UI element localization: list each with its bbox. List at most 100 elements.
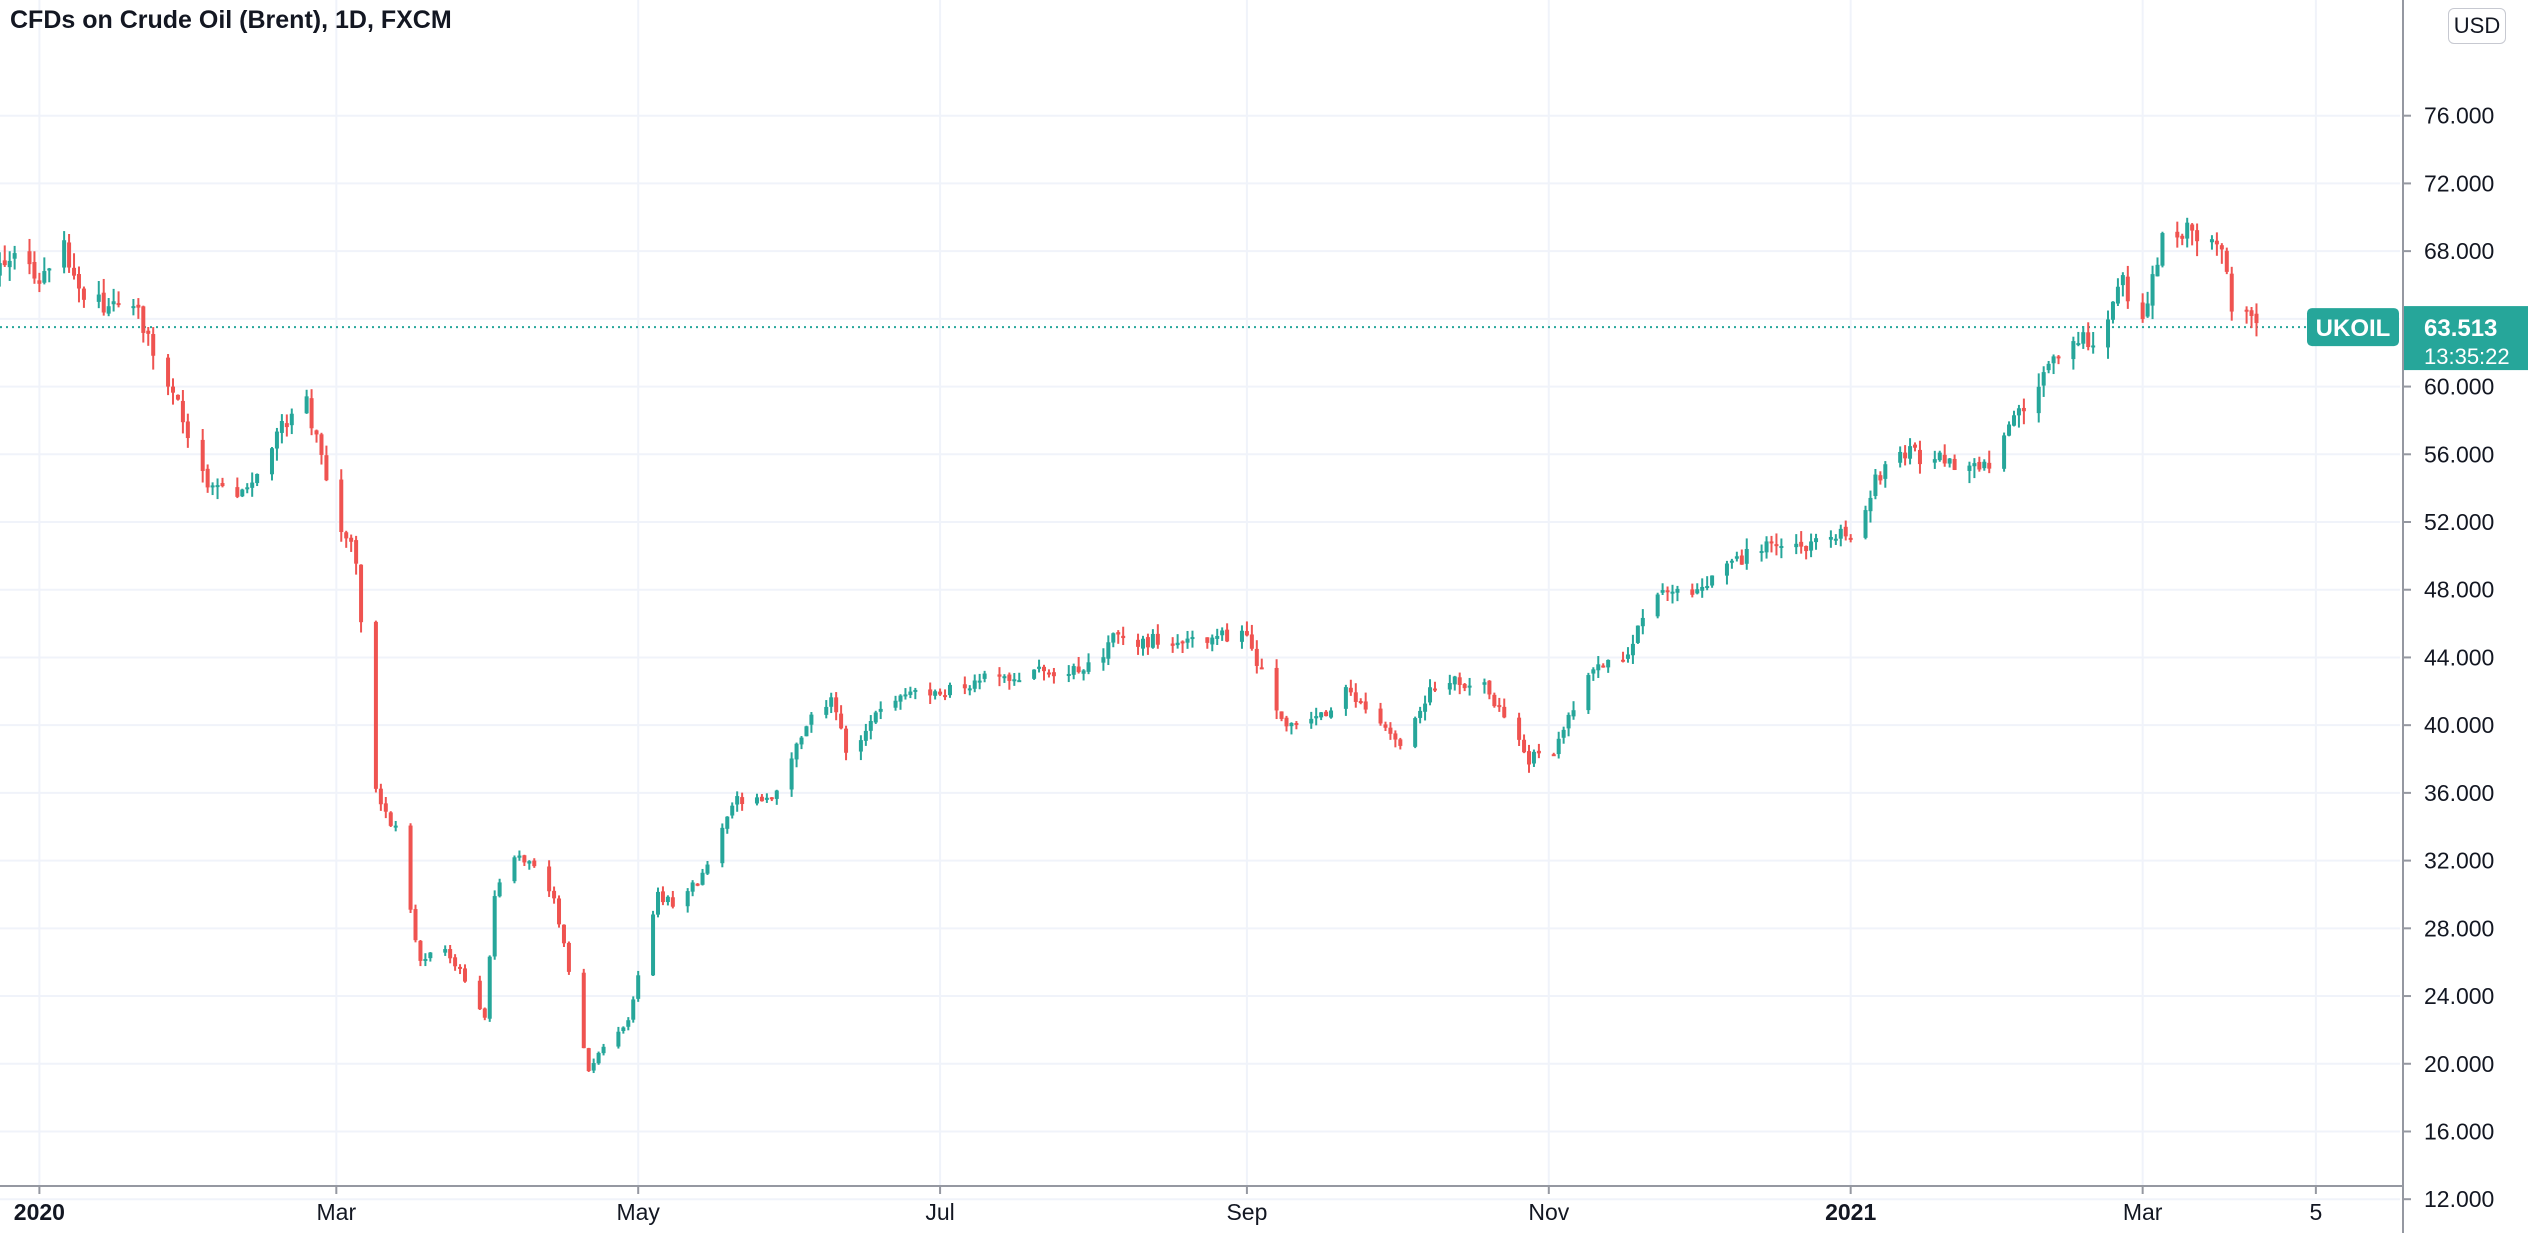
candle[interactable] [933,689,938,700]
candle[interactable] [1145,633,1150,655]
candle[interactable] [96,281,101,309]
candle[interactable] [349,534,354,552]
time-tick-label[interactable]: Sep [1226,1199,1267,1225]
candle[interactable] [695,883,700,887]
candle[interactable] [279,414,284,444]
candle[interactable] [131,298,136,316]
candle[interactable] [1700,578,1705,598]
price-tick-label[interactable]: 36.000 [2424,780,2494,806]
candle[interactable] [1413,716,1418,749]
candle[interactable] [1878,471,1883,485]
candle[interactable] [591,1058,596,1074]
candle[interactable] [1353,683,1358,708]
candle[interactable] [1690,583,1695,598]
candle[interactable] [982,670,987,683]
candle[interactable] [200,429,205,483]
candle[interactable] [1037,659,1042,673]
candle[interactable] [1249,624,1254,651]
candle[interactable] [636,970,641,1002]
candle[interactable] [2011,410,2016,427]
candle[interactable] [1032,669,1037,680]
candle[interactable] [1665,586,1670,601]
candle[interactable] [1046,669,1051,678]
candle[interactable] [166,354,171,396]
candle[interactable] [1482,678,1487,694]
candle[interactable] [245,483,250,494]
candle[interactable] [928,682,933,705]
candle[interactable] [769,797,774,802]
candle[interactable] [1977,456,1982,472]
time-tick-label[interactable]: Jul [925,1199,954,1225]
candle[interactable] [1432,681,1437,693]
candle[interactable] [1947,457,1952,468]
candle[interactable] [76,266,81,303]
candle[interactable] [1309,711,1314,729]
candle[interactable] [1526,744,1531,773]
candle[interactable] [1170,637,1175,653]
candle[interactable] [1843,520,1848,541]
candle[interactable] [799,736,804,750]
candle[interactable] [378,783,383,811]
candle[interactable] [581,968,586,1049]
candle[interactable] [62,231,67,274]
candle[interactable] [2145,291,2150,318]
candle[interactable] [1185,630,1190,649]
time-tick-label[interactable]: 2020 [14,1199,65,1225]
price-tick-label[interactable]: 28.000 [2424,915,2494,941]
candle[interactable] [690,880,695,897]
candle[interactable] [670,890,675,909]
candle[interactable] [106,298,111,317]
candle[interactable] [1259,658,1264,670]
candle[interactable] [1452,675,1457,691]
price-tick-label[interactable]: 16.000 [2424,1118,2494,1144]
time-tick-label[interactable]: 2021 [1825,1199,1876,1225]
candle[interactable] [586,1047,591,1072]
candle[interactable] [423,953,428,967]
price-tick-label[interactable]: 60.000 [2424,374,2494,400]
candle[interactable] [685,888,690,913]
candle[interactable] [522,854,527,866]
candle[interactable] [809,712,814,733]
candle[interactable] [863,723,868,746]
candle[interactable] [1358,698,1363,705]
candle[interactable] [947,682,952,698]
candle[interactable] [774,789,779,805]
candle[interactable] [1937,450,1942,462]
candle[interactable] [339,469,344,542]
candle[interactable] [171,378,176,405]
time-tick-label[interactable]: Mar [317,1199,357,1225]
candle[interactable] [1378,702,1383,726]
time-tick-label[interactable]: 5 [2309,1199,2322,1225]
candle[interactable] [1294,721,1299,730]
candle[interactable] [1571,701,1576,720]
candle[interactable] [1903,445,1908,466]
candle[interactable] [2086,322,2091,351]
candle[interactable] [413,904,418,943]
candle[interactable] [136,298,141,319]
candle[interactable] [448,944,453,964]
candle[interactable] [878,701,883,720]
candle[interactable] [1729,558,1734,569]
candle[interactable] [205,464,210,493]
candle[interactable] [418,940,423,967]
candle[interactable] [1828,530,1833,548]
time-axis-labels[interactable]: 2020 Mar May Jul Sep Nov 2021 Mar 5 [14,1199,2322,1225]
candle[interactable] [532,858,537,868]
candle[interactable] [596,1051,601,1065]
candle[interactable] [2056,355,2061,365]
candle[interactable] [373,620,378,793]
candle[interactable] [487,955,492,1022]
candle[interactable] [1081,669,1086,681]
candle[interactable] [2041,366,2046,397]
candle[interactable] [185,413,190,448]
candle[interactable] [1467,677,1472,696]
candle[interactable] [1279,711,1284,722]
candle[interactable] [997,667,1002,687]
candle[interactable] [428,952,433,962]
candle[interactable] [1670,584,1675,604]
candle[interactable] [2175,221,2180,248]
candle[interactable] [1942,444,1947,467]
candle[interactable] [32,251,37,284]
candle[interactable] [1116,630,1121,644]
candle[interactable] [1759,544,1764,562]
